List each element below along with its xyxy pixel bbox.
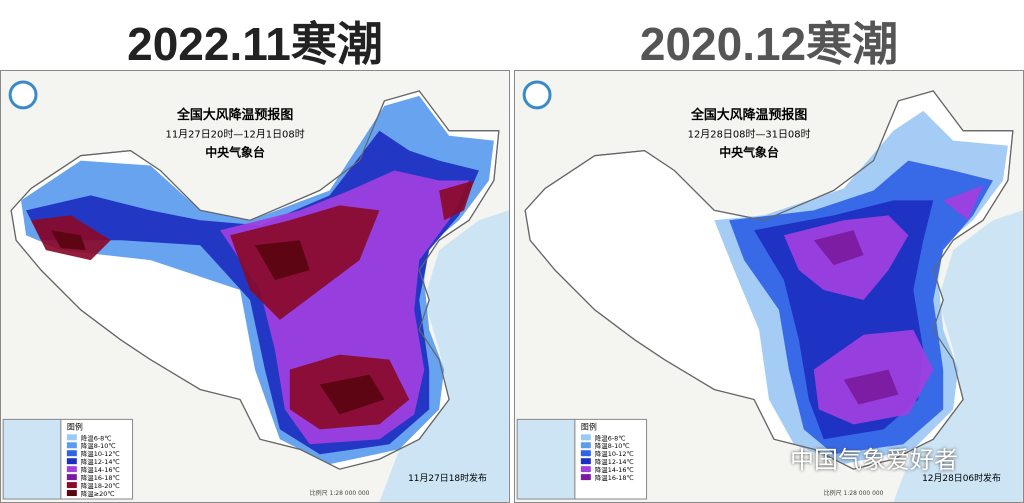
legend-swatch bbox=[66, 458, 77, 465]
china-border bbox=[10, 90, 500, 470]
legend-title: 图例 bbox=[581, 421, 597, 431]
legend-swatch bbox=[66, 490, 77, 497]
map-title: 全国大风降温预报图 bbox=[690, 107, 807, 123]
legend-swatch bbox=[580, 474, 591, 481]
legend-label: 降温10-12℃ bbox=[81, 449, 120, 458]
legend-swatch bbox=[66, 442, 77, 449]
legend-title: 图例 bbox=[67, 421, 83, 431]
china-border bbox=[524, 90, 1014, 470]
map-agency: 中央气象台 bbox=[719, 145, 779, 160]
legend-swatch bbox=[580, 434, 591, 441]
cooling-zone bbox=[50, 230, 385, 415]
legend-label: 降温12-14℃ bbox=[81, 457, 120, 466]
legend-label: 降温12-14℃ bbox=[595, 457, 634, 466]
legend-label: 降温≥20℃ bbox=[81, 489, 115, 498]
cooling-zone bbox=[31, 180, 474, 430]
map-agency: 中央气象台 bbox=[205, 145, 265, 160]
legend-swatch bbox=[580, 450, 591, 457]
map-scale: 比例尺 1:28 000 000 bbox=[310, 489, 370, 497]
headline: 2022.11寒潮 bbox=[127, 18, 383, 70]
map-panel: 全国大风降温预报图 11月27日20时—12月1日08时中央气象台图例降温6-8℃… bbox=[0, 70, 510, 503]
inset-map bbox=[2, 418, 62, 500]
legend-label: 降温8-10℃ bbox=[595, 441, 630, 450]
map-period: 12月28日08时—31日08时 bbox=[688, 129, 811, 141]
inset-map bbox=[516, 418, 576, 500]
legend-swatch bbox=[66, 474, 77, 481]
legend-swatch bbox=[66, 434, 77, 441]
map-scale: 比例尺 1:28 000 000 bbox=[824, 489, 884, 497]
legend-label: 降温16-18℃ bbox=[81, 473, 120, 482]
cooling-zone bbox=[813, 230, 899, 405]
legend-swatch bbox=[580, 458, 591, 465]
sea bbox=[379, 210, 509, 502]
map-panel: 全国大风降温预报图12月28日08时—31日08时中央气象台图例降温6-8℃降温… bbox=[514, 70, 1024, 503]
issued-time: 12月28日06时发布 bbox=[922, 472, 1001, 484]
sea bbox=[893, 210, 1023, 502]
legend-label: 降温18-20℃ bbox=[81, 481, 120, 490]
logo bbox=[8, 80, 38, 110]
issued-time: 11月27日18时发布 bbox=[408, 472, 487, 484]
legend-label: 降温6-8℃ bbox=[595, 433, 626, 442]
map-period: 11月27日20时—12月1日08时 bbox=[166, 129, 305, 141]
legend-swatch bbox=[580, 442, 591, 449]
legend-swatch bbox=[66, 482, 77, 489]
legend-label: 降温16-18℃ bbox=[595, 473, 634, 482]
legend-swatch bbox=[66, 466, 77, 473]
legend-label: 降温8-10℃ bbox=[81, 441, 116, 450]
legend-label: 降温14-16℃ bbox=[595, 465, 634, 474]
map-title: 全国大风降温预报图 bbox=[176, 107, 293, 123]
logo bbox=[522, 80, 552, 110]
legend-label: 降温6-8℃ bbox=[81, 433, 112, 442]
legend-swatch bbox=[66, 450, 77, 457]
headline: 2020.12寒潮 bbox=[639, 18, 899, 70]
legend-swatch bbox=[580, 466, 591, 473]
legend-label: 降温14-16℃ bbox=[81, 465, 120, 474]
watermark: 中国气象爱好者 bbox=[790, 446, 958, 474]
legend-label: 降温10-12℃ bbox=[595, 449, 634, 458]
